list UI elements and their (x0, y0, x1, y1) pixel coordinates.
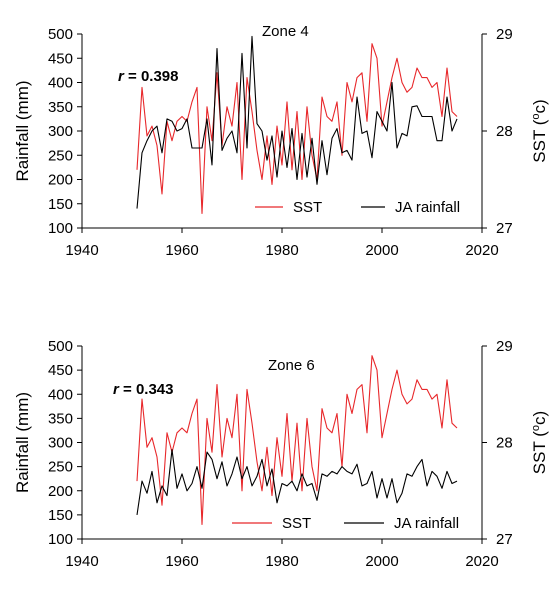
y-left-tick-label: 500 (48, 26, 73, 43)
x-tick-label: 1960 (165, 242, 198, 259)
zone-label: Zone 4 (262, 23, 309, 40)
y-left-tick-label: 250 (48, 459, 73, 476)
y-left-tick-label: 250 (48, 147, 73, 164)
legend-sst-label: SST (282, 515, 311, 532)
y-right-tick-label: 29 (496, 26, 513, 43)
x-tick-label: 1960 (165, 553, 198, 570)
x-tick-label: 2000 (365, 553, 398, 570)
legend-rainfall-label: JA rainfall (394, 515, 459, 532)
sst-series-line (136, 355, 458, 526)
y-left-tick-label: 150 (48, 196, 73, 213)
chart-panel-zone-6: 100 150 200 250 300 350 400 450 500 27 28 29 1940 196… (13, 338, 549, 570)
y-left-tick-label: 300 (48, 123, 73, 140)
x-tick-label: 1940 (65, 242, 98, 259)
y-right-tick-label: 27 (496, 220, 513, 237)
chart-panel-zone-4: 100 150 200 250 300 350 400 450 500 27 28 29 1940 196… (13, 23, 549, 259)
y-left-tick-label: 100 (48, 220, 73, 237)
y-left-axis-label: Rainfall (mm) (13, 80, 32, 181)
rainfall-series-line (136, 35, 458, 209)
x-tick-label: 1980 (265, 242, 298, 259)
y-right-axis-label: SST (oc) (530, 411, 549, 474)
y-left-tick-label: 350 (48, 410, 73, 427)
correlation-annotation: r = 0.343 (113, 381, 173, 398)
correlation-symbol: r (113, 381, 120, 398)
y-left-tick-label: 100 (48, 531, 73, 548)
y-right-axis-label-end: c) (530, 99, 549, 113)
y-left-tick-label: 200 (48, 172, 73, 189)
y-left-tick-label: 450 (48, 50, 73, 67)
y-left-tick-label: 200 (48, 483, 73, 500)
correlation-value: = 0.398 (124, 68, 179, 85)
y-right-tick-label: 29 (496, 338, 513, 355)
x-tick-label: 1980 (265, 553, 298, 570)
sst-series-line (136, 43, 458, 215)
y-right-axis-label-sup: o (530, 113, 542, 119)
y-right-tick-label: 28 (496, 123, 513, 140)
x-tick-label: 2000 (365, 242, 398, 259)
y-left-tick-label: 450 (48, 362, 73, 379)
legend-sst-label: SST (293, 199, 322, 216)
x-tick-label: 2020 (465, 553, 498, 570)
y-left-tick-label: 400 (48, 386, 73, 403)
legend: SST JA rainfall (232, 515, 459, 532)
y-right-axis-label-sup: o (530, 425, 542, 431)
y-right-axis-label: SST (oc) (530, 99, 549, 162)
y-left-tick-label: 500 (48, 338, 73, 355)
y-left-tick-label: 400 (48, 75, 73, 92)
rainfall-series-line (136, 449, 458, 515)
y-right-tick-label: 27 (496, 531, 513, 548)
x-tick-label: 1940 (65, 553, 98, 570)
y-right-axis-label-main: SST ( (530, 431, 549, 474)
y-right-tick-label: 28 (496, 435, 513, 452)
legend: SST JA rainfall (255, 199, 460, 216)
y-right-axis-label-end: c) (530, 411, 549, 425)
y-left-axis-label: Rainfall (mm) (13, 392, 32, 493)
correlation-annotation: r = 0.398 (118, 68, 178, 85)
y-left-tick-label: 350 (48, 99, 73, 116)
legend-rainfall-label: JA rainfall (395, 199, 460, 216)
y-right-axis-label-main: SST ( (530, 119, 549, 162)
y-left-tick-label: 300 (48, 435, 73, 452)
correlation-symbol: r (118, 68, 125, 85)
correlation-value: = 0.343 (119, 381, 174, 398)
y-left-tick-label: 150 (48, 507, 73, 524)
x-tick-label: 2020 (465, 242, 498, 259)
zone-label: Zone 6 (268, 357, 315, 374)
